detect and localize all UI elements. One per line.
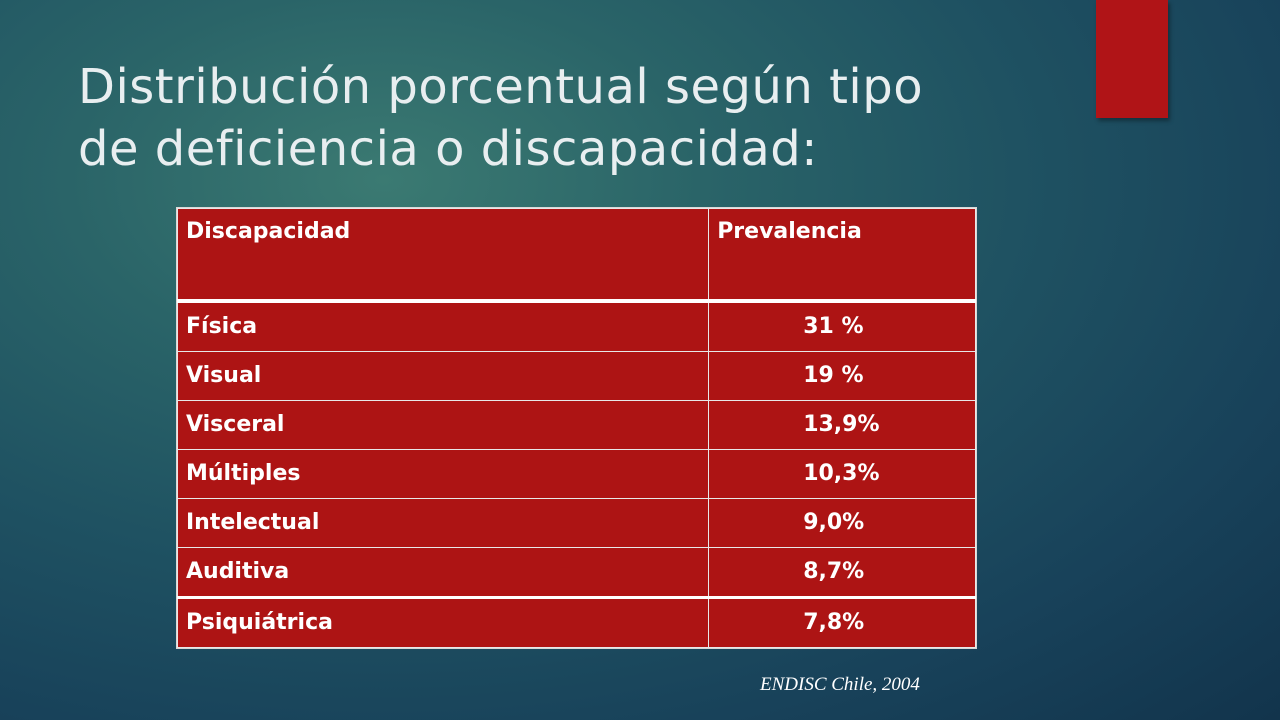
header-discapacidad: Discapacidad	[176, 208, 710, 303]
page-title: Distribución porcentual según tipo de de…	[78, 56, 1078, 180]
title-line-2: de deficiencia o discapacidad:	[78, 121, 818, 177]
table-row: Visual 19 %	[176, 350, 976, 401]
row-label: Múltiples	[176, 448, 710, 499]
table-row: Múltiples 10,3%	[176, 448, 976, 499]
row-label: Visual	[176, 350, 710, 401]
row-label: Visceral	[176, 399, 710, 450]
row-value: 10,3%	[708, 448, 976, 499]
table-row: Intelectual 9,0%	[176, 497, 976, 548]
row-label: Intelectual	[176, 497, 710, 548]
row-value: 19 %	[708, 350, 976, 401]
row-label: Física	[176, 300, 710, 352]
table-row: Visceral 13,9%	[176, 399, 976, 450]
header-prevalencia: Prevalencia	[708, 208, 976, 303]
table-row: Psiquiátrica 7,8%	[176, 595, 976, 648]
accent-bar	[1096, 0, 1168, 118]
table-row: Física 31 %	[176, 300, 976, 352]
row-value: 8,7%	[708, 546, 976, 598]
title-line-1: Distribución porcentual según tipo	[78, 59, 924, 115]
prevalence-table: Discapacidad Prevalencia Física 31 % Vis…	[176, 208, 976, 648]
row-value: 31 %	[708, 300, 976, 352]
source-citation: ENDISC Chile, 2004	[760, 674, 920, 695]
table-header-row: Discapacidad Prevalencia	[176, 208, 976, 303]
row-value: 9,0%	[708, 497, 976, 548]
row-label: Auditiva	[176, 546, 710, 598]
table-row: Auditiva 8,7%	[176, 546, 976, 598]
row-label: Psiquiátrica	[176, 595, 710, 648]
row-value: 7,8%	[708, 595, 976, 648]
row-value: 13,9%	[708, 399, 976, 450]
